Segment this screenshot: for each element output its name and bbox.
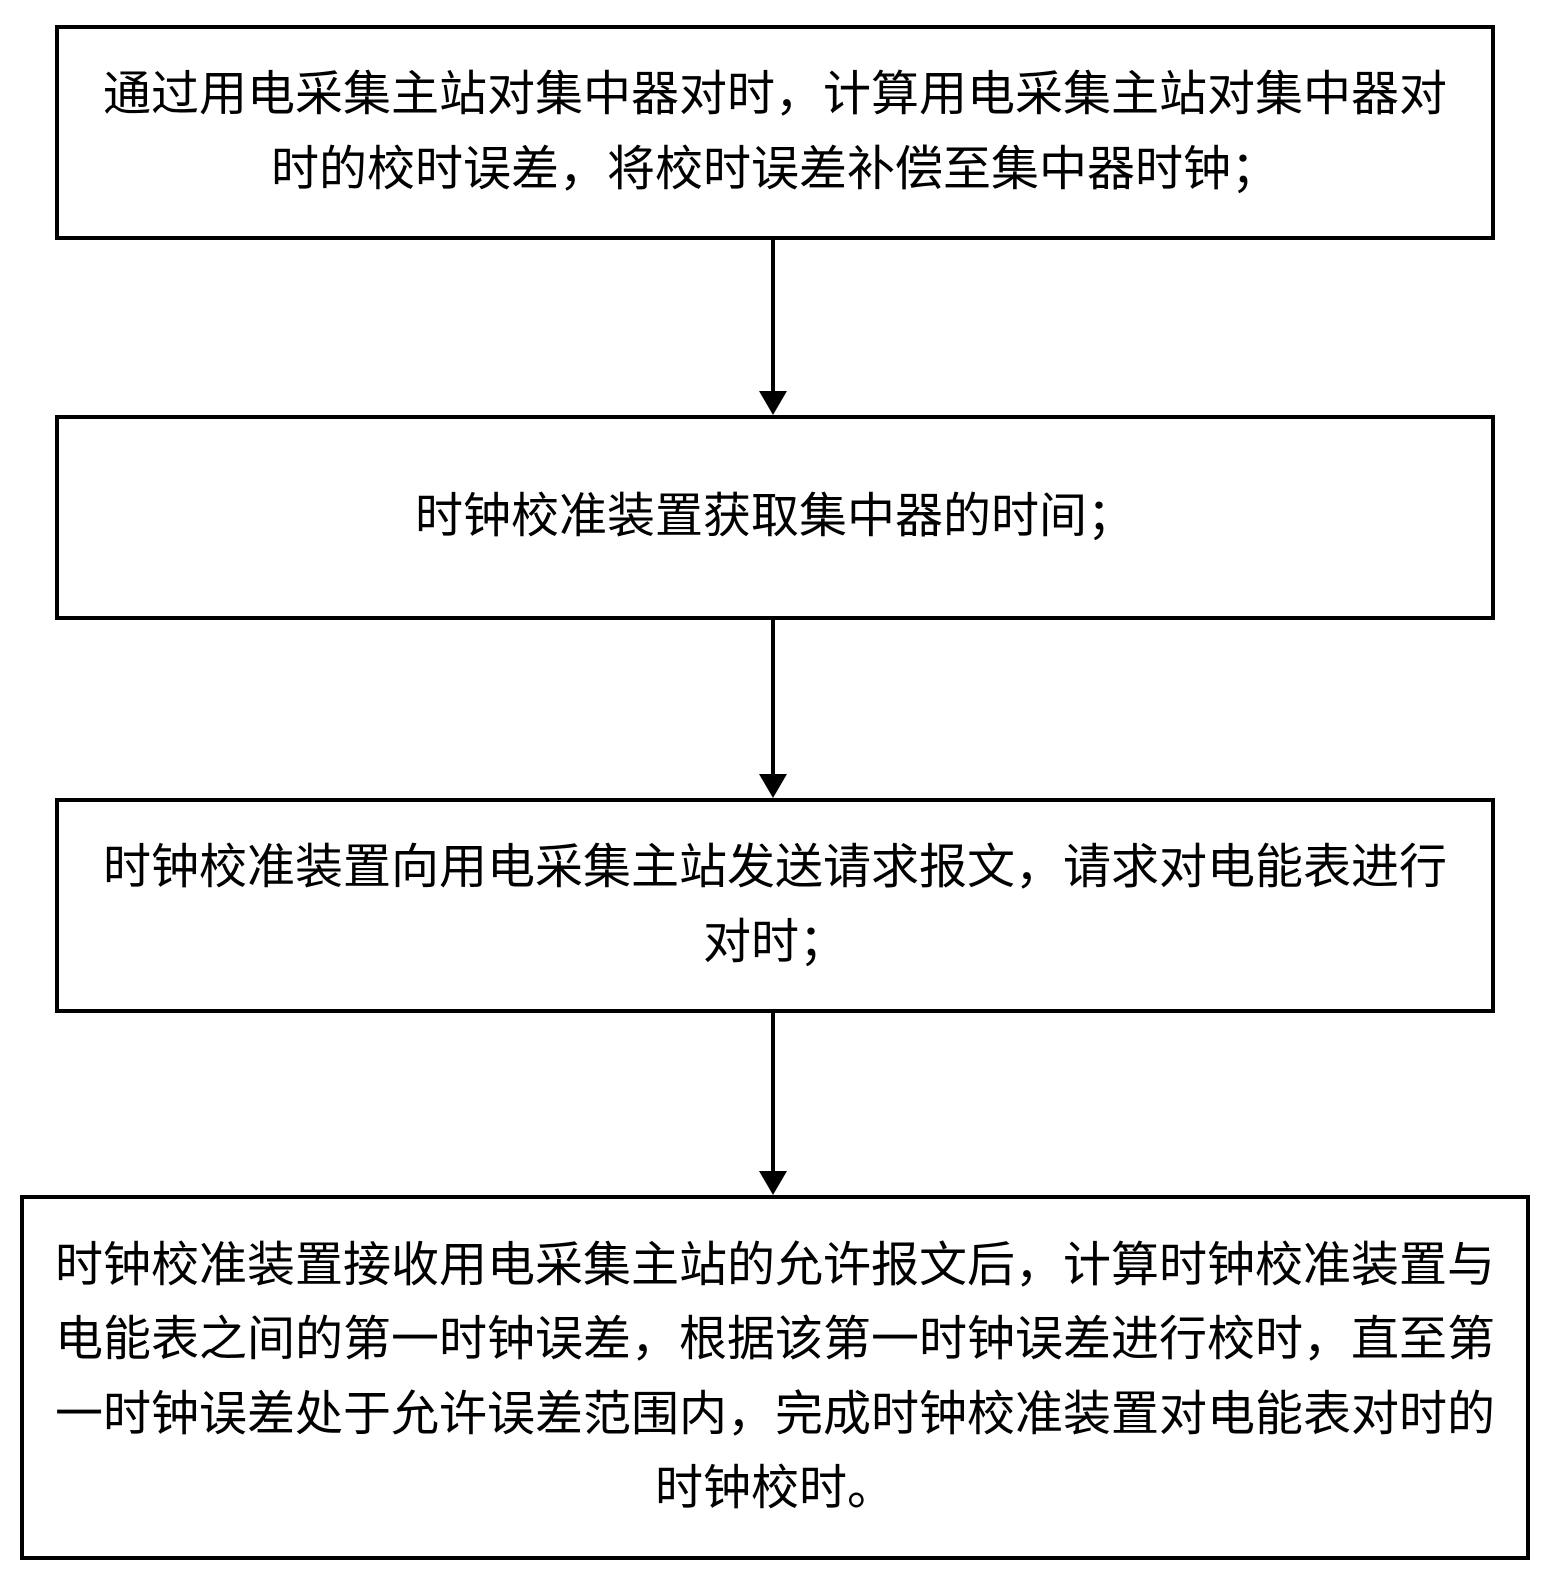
flowchart-node-n4: 时钟校准装置接收用电采集主站的允许报文后，计算时钟校准装置与电能表之间的第一时钟…: [20, 1195, 1530, 1560]
flowchart-node-n2: 时钟校准装置获取集中器的时间；: [55, 415, 1495, 620]
flowchart-arrow-n2-n3: [755, 620, 791, 798]
node-text: 通过用电采集主站对集中器对时，计算用电采集主站对集中器对时的校时误差，将校时误差…: [87, 58, 1463, 207]
node-text: 时钟校准装置向用电采集主站发送请求报文，请求对电能表进行对时；: [87, 831, 1463, 980]
flowchart-node-n3: 时钟校准装置向用电采集主站发送请求报文，请求对电能表进行对时；: [55, 798, 1495, 1013]
flowchart-arrow-n3-n4: [755, 1013, 791, 1195]
flowchart-arrow-n1-n2: [755, 240, 791, 415]
node-text: 时钟校准装置获取集中器的时间；: [415, 480, 1135, 554]
node-text: 时钟校准装置接收用电采集主站的允许报文后，计算时钟校准装置与电能表之间的第一时钟…: [52, 1229, 1498, 1527]
flowchart-canvas: 通过用电采集主站对集中器对时，计算用电采集主站对集中器对时的校时误差，将校时误差…: [0, 0, 1547, 1595]
flowchart-node-n1: 通过用电采集主站对集中器对时，计算用电采集主站对集中器对时的校时误差，将校时误差…: [55, 25, 1495, 240]
